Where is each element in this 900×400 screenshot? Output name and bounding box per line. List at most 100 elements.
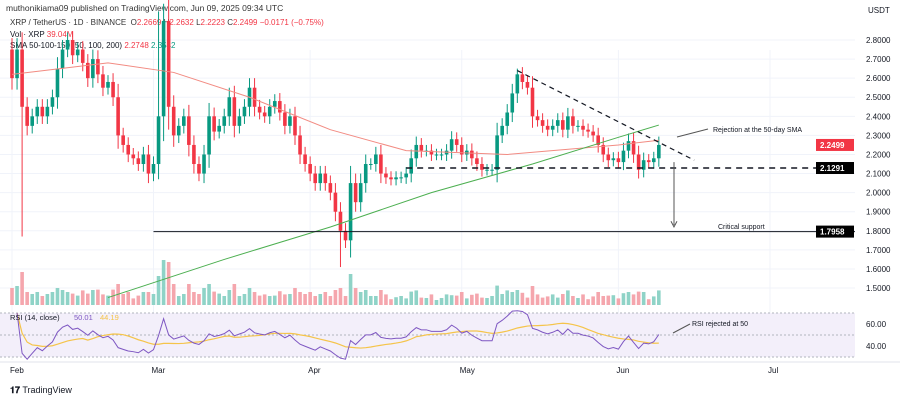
volume-bar — [399, 296, 403, 305]
candle-body — [136, 158, 141, 165]
volume-bar — [283, 294, 287, 305]
volume-bar — [131, 298, 136, 305]
candle-body — [646, 160, 651, 163]
y-tick-label: 1.6000 — [866, 265, 891, 274]
candle-body — [141, 154, 146, 165]
currency-label: USDT — [868, 6, 890, 15]
candle-body — [510, 93, 515, 113]
volume-bar — [86, 293, 90, 305]
candle-body — [379, 154, 383, 174]
candle-body — [515, 74, 520, 94]
volume-bar — [272, 295, 277, 305]
candle-body — [182, 116, 186, 126]
rsi-annotation-arrow — [672, 323, 691, 334]
volume-value: 39.04M — [46, 30, 74, 39]
open-value: 2.2669 — [136, 18, 162, 27]
rsi-line — [16, 310, 660, 360]
low-value: 2.2223 — [200, 18, 225, 27]
candle-body — [505, 112, 510, 126]
candle-body — [55, 68, 60, 98]
volume-bar — [192, 292, 196, 305]
price-tag-resistance-text: 2.1291 — [820, 164, 845, 173]
candle-body — [439, 154, 444, 156]
volume-bar — [222, 296, 227, 305]
volume-legend: Vol · XRP 39.04M — [10, 30, 73, 39]
volume-bar — [414, 290, 419, 305]
candle-body — [40, 106, 45, 117]
candle-body — [252, 87, 257, 107]
candle-body — [227, 97, 232, 117]
candle-body — [192, 144, 196, 165]
rsi-ma-line — [16, 312, 659, 349]
volume-bar — [591, 296, 595, 305]
annotation-rsi-rejection: RSI rejected at 50 — [692, 321, 748, 328]
volume-bar — [96, 289, 100, 305]
candle-body — [106, 81, 110, 88]
volume-bar — [30, 294, 35, 305]
volume-bar — [429, 294, 434, 305]
candle-body — [272, 101, 277, 107]
tradingview-logo[interactable]: 𝟏𝟕 TradingView — [10, 385, 72, 395]
volume-bar — [111, 289, 115, 305]
volume-bar — [343, 296, 348, 305]
volume-bar — [439, 298, 444, 305]
volume-bar — [182, 294, 186, 305]
volume-bar — [409, 291, 414, 305]
volume-bar — [449, 295, 454, 305]
candle-body — [257, 106, 262, 113]
volume-bar — [288, 294, 292, 305]
volume-bar — [25, 292, 29, 305]
candle-body — [222, 116, 227, 126]
candle-body — [500, 125, 504, 136]
volume-bar — [596, 292, 600, 305]
candle-body — [232, 97, 237, 126]
volume-bar — [368, 296, 373, 305]
volume-bar — [328, 296, 333, 305]
candle-body — [207, 116, 211, 155]
candle-body — [657, 144, 661, 159]
candle-body — [596, 135, 600, 145]
volume-bar — [242, 294, 247, 305]
volume-bar — [586, 299, 590, 305]
candle-body — [621, 150, 626, 163]
volume-bar — [434, 300, 439, 305]
candle-body — [116, 97, 120, 136]
volume-bar — [55, 288, 60, 305]
candle-body — [80, 49, 85, 63]
candle-body — [480, 164, 484, 170]
volume-bar — [651, 296, 656, 305]
candle-body — [449, 139, 454, 151]
volume-bar — [641, 292, 646, 305]
volume-bar — [50, 292, 55, 305]
volume-bar — [490, 296, 494, 305]
low-label: L — [196, 18, 201, 27]
volume-bar — [611, 295, 616, 305]
candle-body — [404, 173, 408, 178]
volume-bar — [419, 297, 424, 305]
x-tick-label: Apr — [308, 366, 321, 375]
volume-bar — [257, 295, 262, 305]
volume-bar — [161, 260, 166, 305]
candle-body — [151, 164, 156, 174]
volume-bar — [10, 288, 14, 305]
volume-bar — [20, 272, 24, 305]
y-tick-label: 1.9000 — [866, 208, 891, 217]
price-tag-resistance — [816, 162, 854, 175]
x-tick-label: May — [460, 366, 475, 375]
volume-bar — [470, 294, 474, 305]
volume-bar — [525, 297, 530, 305]
candle-body — [298, 135, 302, 155]
y-tick-label: 1.5000 — [866, 284, 891, 293]
symbol-name[interactable]: XRP / TetherUS · 1D · BINANCE — [10, 18, 127, 27]
volume-bar — [91, 290, 95, 305]
candle-body — [641, 160, 646, 170]
candle-body — [414, 144, 419, 159]
candle-body — [65, 40, 70, 50]
candle-body — [161, 20, 166, 117]
rsi-tick-label: 40.00 — [866, 342, 887, 351]
volume-bar — [318, 294, 323, 305]
candle-body — [540, 120, 545, 126]
volume-bar — [358, 292, 363, 305]
high-label: H — [163, 18, 170, 27]
